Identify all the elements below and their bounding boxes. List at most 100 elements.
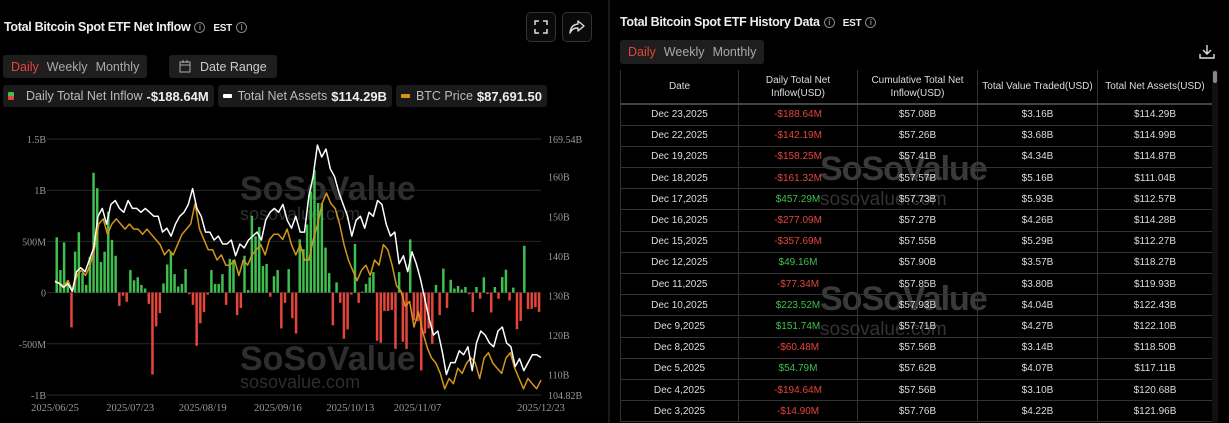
inflow-bar[interactable] — [77, 232, 81, 293]
date-range-button[interactable]: Date Range — [169, 55, 277, 78]
inflow-bar[interactable] — [276, 270, 279, 293]
inflow-bar[interactable] — [55, 237, 58, 293]
inflow-bar[interactable] — [515, 292, 519, 330]
legend-net-assets[interactable]: Total Net Assets $114.29B — [217, 85, 392, 107]
table-row[interactable]: Dec 9,2025 $151.74M $57.71B $4.27B $122.10B — [620, 315, 1213, 338]
inflow-bar[interactable] — [320, 203, 324, 293]
inflow-bar[interactable] — [70, 292, 73, 328]
inflow-bar[interactable] — [88, 256, 92, 293]
inflow-bar[interactable] — [519, 292, 522, 321]
inflow-bar[interactable] — [512, 287, 515, 293]
inflow-bar[interactable] — [394, 292, 397, 349]
inflow-bar[interactable] — [228, 258, 232, 293]
inflow-bar[interactable] — [243, 255, 246, 293]
table-row[interactable]: Dec 15,2025 -$357.69M $57.55B $5.29B $112.27… — [620, 231, 1213, 253]
net-assets-line[interactable] — [54, 144, 542, 376]
inflow-bar[interactable] — [438, 292, 441, 316]
inflow-bar[interactable] — [129, 270, 132, 293]
table-row[interactable]: Dec 3,2025 -$14.90M $57.76B $4.22B $121.96B — [620, 400, 1213, 423]
inflow-bar[interactable] — [140, 284, 143, 293]
inflow-bar[interactable] — [272, 276, 276, 293]
legend-btc-price[interactable]: BTC Price $87,691.50 — [395, 85, 547, 107]
table-row[interactable]: Dec 23,2025 -$188.64M $57.08B $3.16B $114.29… — [620, 104, 1213, 126]
inflow-bar[interactable] — [73, 251, 77, 293]
inflow-bar[interactable] — [258, 227, 261, 293]
inflow-bar[interactable] — [412, 292, 416, 321]
inflow-bar[interactable] — [375, 292, 379, 341]
inflow-bar[interactable] — [523, 245, 526, 293]
info-icon[interactable]: i — [235, 22, 247, 34]
inflow-bar[interactable] — [431, 292, 434, 344]
inflow-bar[interactable] — [453, 288, 456, 293]
share-button[interactable] — [562, 12, 592, 42]
inflow-bar[interactable] — [287, 269, 290, 293]
table-row[interactable]: Dec 10,2025 $223.52M $57.93B $4.04B $122.43B — [620, 294, 1213, 317]
inflow-bar[interactable] — [423, 292, 427, 334]
table-scrollbar[interactable] — [1212, 70, 1218, 423]
fullscreen-button[interactable] — [526, 12, 556, 42]
inflow-bar[interactable] — [397, 272, 401, 293]
inflow-bar[interactable] — [482, 277, 486, 293]
inflow-bar[interactable] — [206, 292, 209, 295]
inflow-bar[interactable] — [291, 292, 294, 319]
inflow-bar[interactable] — [357, 292, 360, 303]
inflow-bar[interactable] — [449, 279, 452, 293]
inflow-bar[interactable] — [92, 172, 95, 293]
inflow-bar[interactable] — [405, 292, 408, 349]
inflow-bar[interactable] — [62, 242, 66, 293]
inflow-bar[interactable] — [121, 292, 125, 296]
inflow-bar[interactable] — [335, 282, 338, 293]
inflow-bar[interactable] — [84, 284, 88, 293]
table-row[interactable]: Dec 12,2025 $49.16M $57.90B $3.57B $118.27B — [620, 252, 1213, 275]
inflow-bar[interactable] — [213, 283, 217, 293]
inflow-bar[interactable] — [107, 211, 110, 293]
tab-weekly[interactable]: Weekly — [46, 59, 88, 74]
inflow-bar[interactable] — [147, 292, 151, 304]
inflow-bar[interactable] — [239, 292, 243, 308]
inflow-bar[interactable] — [125, 292, 128, 302]
inflow-bar[interactable] — [202, 292, 206, 313]
inflow-bar[interactable] — [526, 292, 530, 310]
inflow-bar[interactable] — [327, 273, 331, 293]
inflow-bar[interactable] — [224, 292, 228, 305]
inflow-bar[interactable] — [386, 292, 390, 312]
inflow-bar[interactable] — [99, 261, 103, 293]
inflow-bar[interactable] — [316, 203, 320, 293]
inflow-bar[interactable] — [427, 292, 430, 329]
download-icon[interactable] — [1199, 44, 1215, 60]
inflow-bar[interactable] — [350, 292, 353, 295]
info-icon[interactable]: i — [865, 17, 877, 29]
inflow-bar[interactable] — [235, 292, 239, 316]
inflow-bar[interactable] — [530, 292, 533, 309]
net-inflow-chart[interactable]: SoSoValue sosovalue.com SoSoValue sosova… — [0, 120, 605, 423]
table-row[interactable]: Dec 19,2025 -$158.25M $57.41B $4.34B $114.87… — [620, 146, 1213, 169]
inflow-bar[interactable] — [534, 292, 537, 308]
table-row[interactable]: Dec 16,2025 -$277.09M $57.27B $4.26B $114.28… — [620, 209, 1213, 232]
inflow-bar[interactable] — [143, 288, 147, 293]
inflow-bar[interactable] — [508, 292, 511, 301]
inflow-bar[interactable] — [59, 270, 62, 293]
inflow-bar[interactable] — [478, 292, 482, 299]
inflow-bar[interactable] — [298, 239, 301, 293]
inflow-bar[interactable] — [110, 239, 114, 293]
inflow-bar[interactable] — [265, 263, 268, 293]
table-row[interactable]: Dec 17,2025 $457.29M $57.73B $5.93B $112.57B — [620, 188, 1213, 211]
inflow-bar[interactable] — [475, 286, 478, 293]
tab-daily[interactable]: Daily — [628, 45, 656, 59]
tab-daily[interactable]: Daily — [11, 59, 39, 74]
info-icon[interactable]: i — [823, 17, 835, 29]
inflow-bar[interactable] — [346, 292, 349, 330]
inflow-bar[interactable] — [501, 277, 504, 293]
inflow-bar[interactable] — [188, 292, 191, 295]
inflow-bar[interactable] — [283, 292, 287, 303]
inflow-bar[interactable] — [504, 269, 508, 293]
inflow-bar[interactable] — [158, 292, 162, 314]
inflow-bar[interactable] — [302, 249, 305, 293]
inflow-bar[interactable] — [217, 283, 220, 293]
scrollbar-thumb[interactable] — [1213, 71, 1217, 83]
inflow-bar[interactable] — [191, 292, 195, 305]
table-row[interactable]: Dec 18,2025 -$161.32M $57.57B $5.16B $111.04… — [620, 167, 1213, 190]
inflow-bar[interactable] — [390, 292, 394, 311]
inflow-bar[interactable] — [467, 292, 471, 295]
inflow-bar[interactable] — [180, 283, 184, 293]
